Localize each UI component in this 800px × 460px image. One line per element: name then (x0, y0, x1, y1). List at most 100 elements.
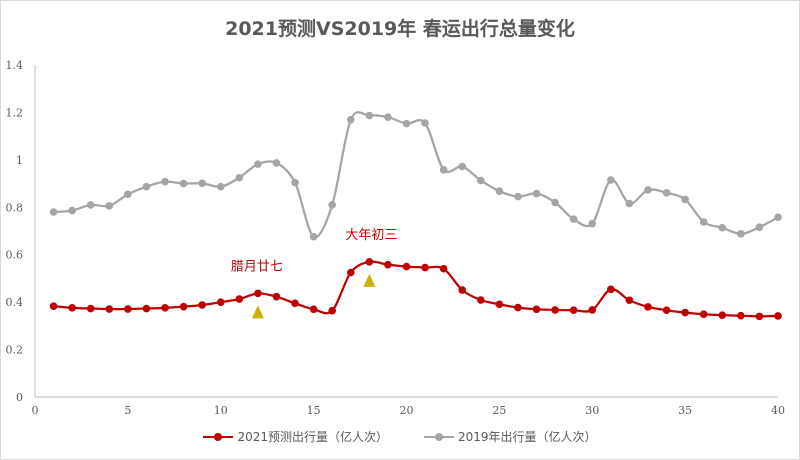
data-point[interactable] (699, 310, 708, 319)
data-point[interactable] (49, 208, 58, 216)
data-point[interactable] (179, 179, 188, 188)
data-point[interactable] (198, 301, 206, 309)
data-point[interactable] (514, 192, 522, 201)
data-point[interactable] (774, 312, 782, 320)
data-point[interactable] (421, 263, 429, 272)
data-point[interactable] (365, 258, 374, 266)
data-point[interactable] (124, 190, 132, 199)
data-point[interactable] (458, 286, 467, 294)
series-2021 (49, 258, 782, 321)
legend-item-2019[interactable]: 2019年出行量（亿人次） (424, 428, 597, 445)
data-point[interactable] (569, 306, 578, 315)
data-point[interactable] (477, 296, 485, 304)
series-line (53, 111, 779, 239)
data-point[interactable] (551, 198, 559, 207)
data-point[interactable] (662, 189, 671, 197)
data-point[interactable] (699, 218, 708, 226)
line-marker-icon (424, 432, 454, 442)
data-point[interactable] (161, 177, 169, 186)
data-point[interactable] (402, 262, 411, 271)
data-point[interactable] (161, 304, 169, 312)
data-point[interactable] (124, 305, 132, 313)
data-point[interactable] (755, 223, 764, 232)
data-point[interactable] (737, 311, 745, 320)
data-point[interactable] (179, 302, 188, 311)
x-tick-label: 30 (585, 404, 599, 417)
data-point[interactable] (588, 306, 597, 314)
data-point[interactable] (272, 159, 281, 167)
y-tick-label: 0.6 (6, 249, 24, 262)
triangle-marker-icon (251, 305, 264, 319)
data-point[interactable] (254, 289, 262, 298)
data-point[interactable] (365, 111, 374, 120)
data-point[interactable] (607, 285, 615, 294)
data-point[interactable] (718, 311, 727, 319)
data-point[interactable] (68, 304, 76, 312)
data-point[interactable] (105, 305, 114, 313)
data-point[interactable] (309, 305, 318, 314)
data-point[interactable] (216, 298, 225, 306)
data-point[interactable] (291, 299, 299, 308)
data-point[interactable] (384, 260, 392, 269)
x-tick-label: 15 (307, 404, 321, 417)
data-point[interactable] (235, 173, 244, 182)
data-point[interactable] (495, 187, 504, 195)
data-point[interactable] (384, 113, 392, 121)
data-point[interactable] (86, 201, 95, 209)
data-point[interactable] (142, 182, 151, 191)
data-point[interactable] (514, 303, 522, 312)
data-point[interactable] (625, 296, 634, 305)
data-point[interactable] (198, 179, 206, 188)
data-point[interactable] (644, 303, 652, 311)
data-point[interactable] (49, 302, 58, 310)
legend-dot-2021 (214, 432, 223, 441)
data-point[interactable] (216, 182, 225, 191)
data-point[interactable] (105, 202, 114, 210)
data-point[interactable] (142, 304, 151, 313)
y-tick-label: 1.4 (6, 59, 24, 72)
data-point[interactable] (662, 306, 671, 315)
x-tick-label: 35 (678, 404, 692, 417)
data-point[interactable] (477, 176, 485, 185)
data-point[interactable] (458, 162, 467, 171)
data-point[interactable] (328, 201, 337, 209)
data-point[interactable] (439, 264, 448, 273)
data-point[interactable] (86, 304, 95, 313)
data-point[interactable] (439, 166, 448, 174)
data-point[interactable] (625, 199, 634, 208)
data-point[interactable] (532, 189, 541, 198)
data-point[interactable] (551, 306, 559, 314)
data-point[interactable] (588, 219, 597, 228)
legend-item-2021[interactable]: 2021预测出行量（亿人次） (203, 428, 388, 445)
y-tick-label: 0.4 (6, 296, 24, 309)
data-point[interactable] (421, 119, 429, 127)
data-point[interactable] (291, 178, 299, 187)
data-point[interactable] (681, 308, 689, 317)
y-tick-label: 0.8 (6, 201, 24, 214)
data-point[interactable] (254, 160, 262, 168)
data-point[interactable] (532, 305, 541, 314)
data-point[interactable] (755, 312, 764, 321)
x-tick-label: 0 (32, 404, 39, 417)
data-point[interactable] (681, 195, 689, 204)
data-point[interactable] (495, 300, 504, 309)
data-point[interactable] (402, 119, 411, 128)
legend: 2021预测出行量（亿人次） 2019年出行量（亿人次） (0, 428, 800, 445)
data-point[interactable] (718, 223, 727, 232)
chart-title: 2021预测VS2019年 春运出行总量变化 (225, 18, 575, 40)
data-point[interactable] (644, 186, 652, 194)
data-point[interactable] (328, 306, 337, 315)
data-point[interactable] (737, 230, 745, 238)
data-point[interactable] (346, 115, 355, 124)
data-point[interactable] (68, 206, 76, 215)
data-point[interactable] (569, 215, 578, 223)
data-point[interactable] (346, 268, 355, 277)
data-point[interactable] (607, 176, 615, 184)
series-line (53, 260, 779, 318)
data-point[interactable] (309, 232, 318, 241)
y-tick-label: 1.2 (6, 106, 24, 119)
data-point[interactable] (272, 292, 281, 301)
data-point[interactable] (774, 213, 782, 222)
data-point[interactable] (235, 295, 244, 303)
